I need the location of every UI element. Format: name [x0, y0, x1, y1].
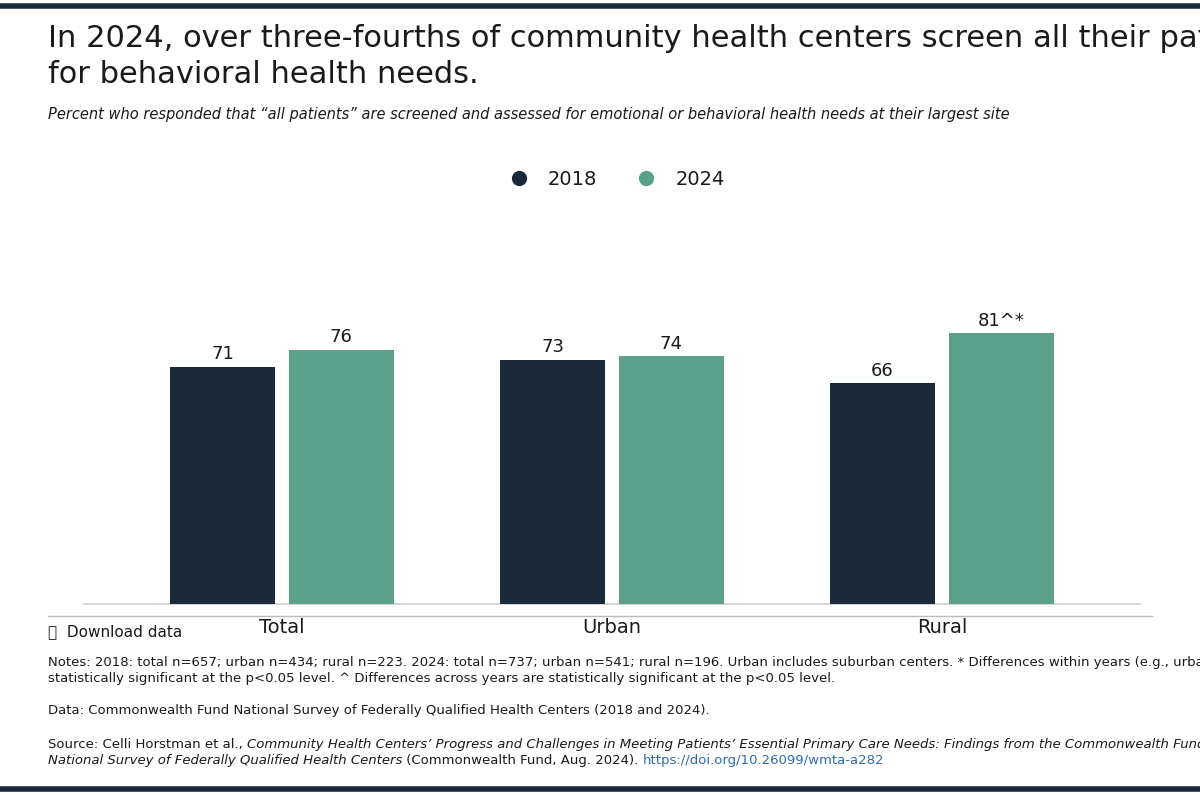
- Text: 71: 71: [211, 345, 234, 363]
- Text: (Commonwealth Fund, Aug. 2024).: (Commonwealth Fund, Aug. 2024).: [402, 754, 643, 766]
- Text: 81^*: 81^*: [978, 312, 1025, 330]
- Text: https://doi.org/10.26099/wmta-a282: https://doi.org/10.26099/wmta-a282: [643, 754, 884, 766]
- Legend: 2018, 2024: 2018, 2024: [492, 162, 732, 197]
- Bar: [289, 350, 394, 604]
- Text: 76: 76: [330, 328, 353, 347]
- Text: National Survey of Federally Qualified Health Centers: National Survey of Federally Qualified H…: [48, 754, 402, 766]
- Text: for behavioral health needs.: for behavioral health needs.: [48, 60, 479, 88]
- Text: 66: 66: [871, 362, 894, 380]
- Text: Percent who responded that “all patients” are screened and assessed for emotiona: Percent who responded that “all patients…: [48, 107, 1009, 122]
- Bar: [619, 356, 725, 604]
- Bar: [170, 366, 276, 604]
- Text: Community Health Centers’ Progress and Challenges in Meeting Patients’ Essential: Community Health Centers’ Progress and C…: [247, 738, 1200, 750]
- Bar: [949, 333, 1055, 604]
- Text: 73: 73: [541, 339, 564, 356]
- Text: ⤓  Download data: ⤓ Download data: [48, 624, 182, 639]
- Bar: [830, 383, 936, 604]
- Text: In 2024, over three-fourths of community health centers screen all their patient: In 2024, over three-fourths of community…: [48, 24, 1200, 52]
- Text: Notes: 2018: total n=657; urban n=434; rural n=223. 2024: total n=737; urban n=5: Notes: 2018: total n=657; urban n=434; r…: [48, 656, 1200, 669]
- Text: statistically significant at the p<0.05 level. ^ Differences across years are st: statistically significant at the p<0.05 …: [48, 672, 835, 684]
- Text: Source: Celli Horstman et al.,: Source: Celli Horstman et al.,: [48, 738, 247, 750]
- Text: Data: Commonwealth Fund National Survey of Federally Qualified Health Centers (2: Data: Commonwealth Fund National Survey …: [48, 704, 709, 716]
- Text: 74: 74: [660, 335, 683, 353]
- Bar: [499, 360, 606, 604]
